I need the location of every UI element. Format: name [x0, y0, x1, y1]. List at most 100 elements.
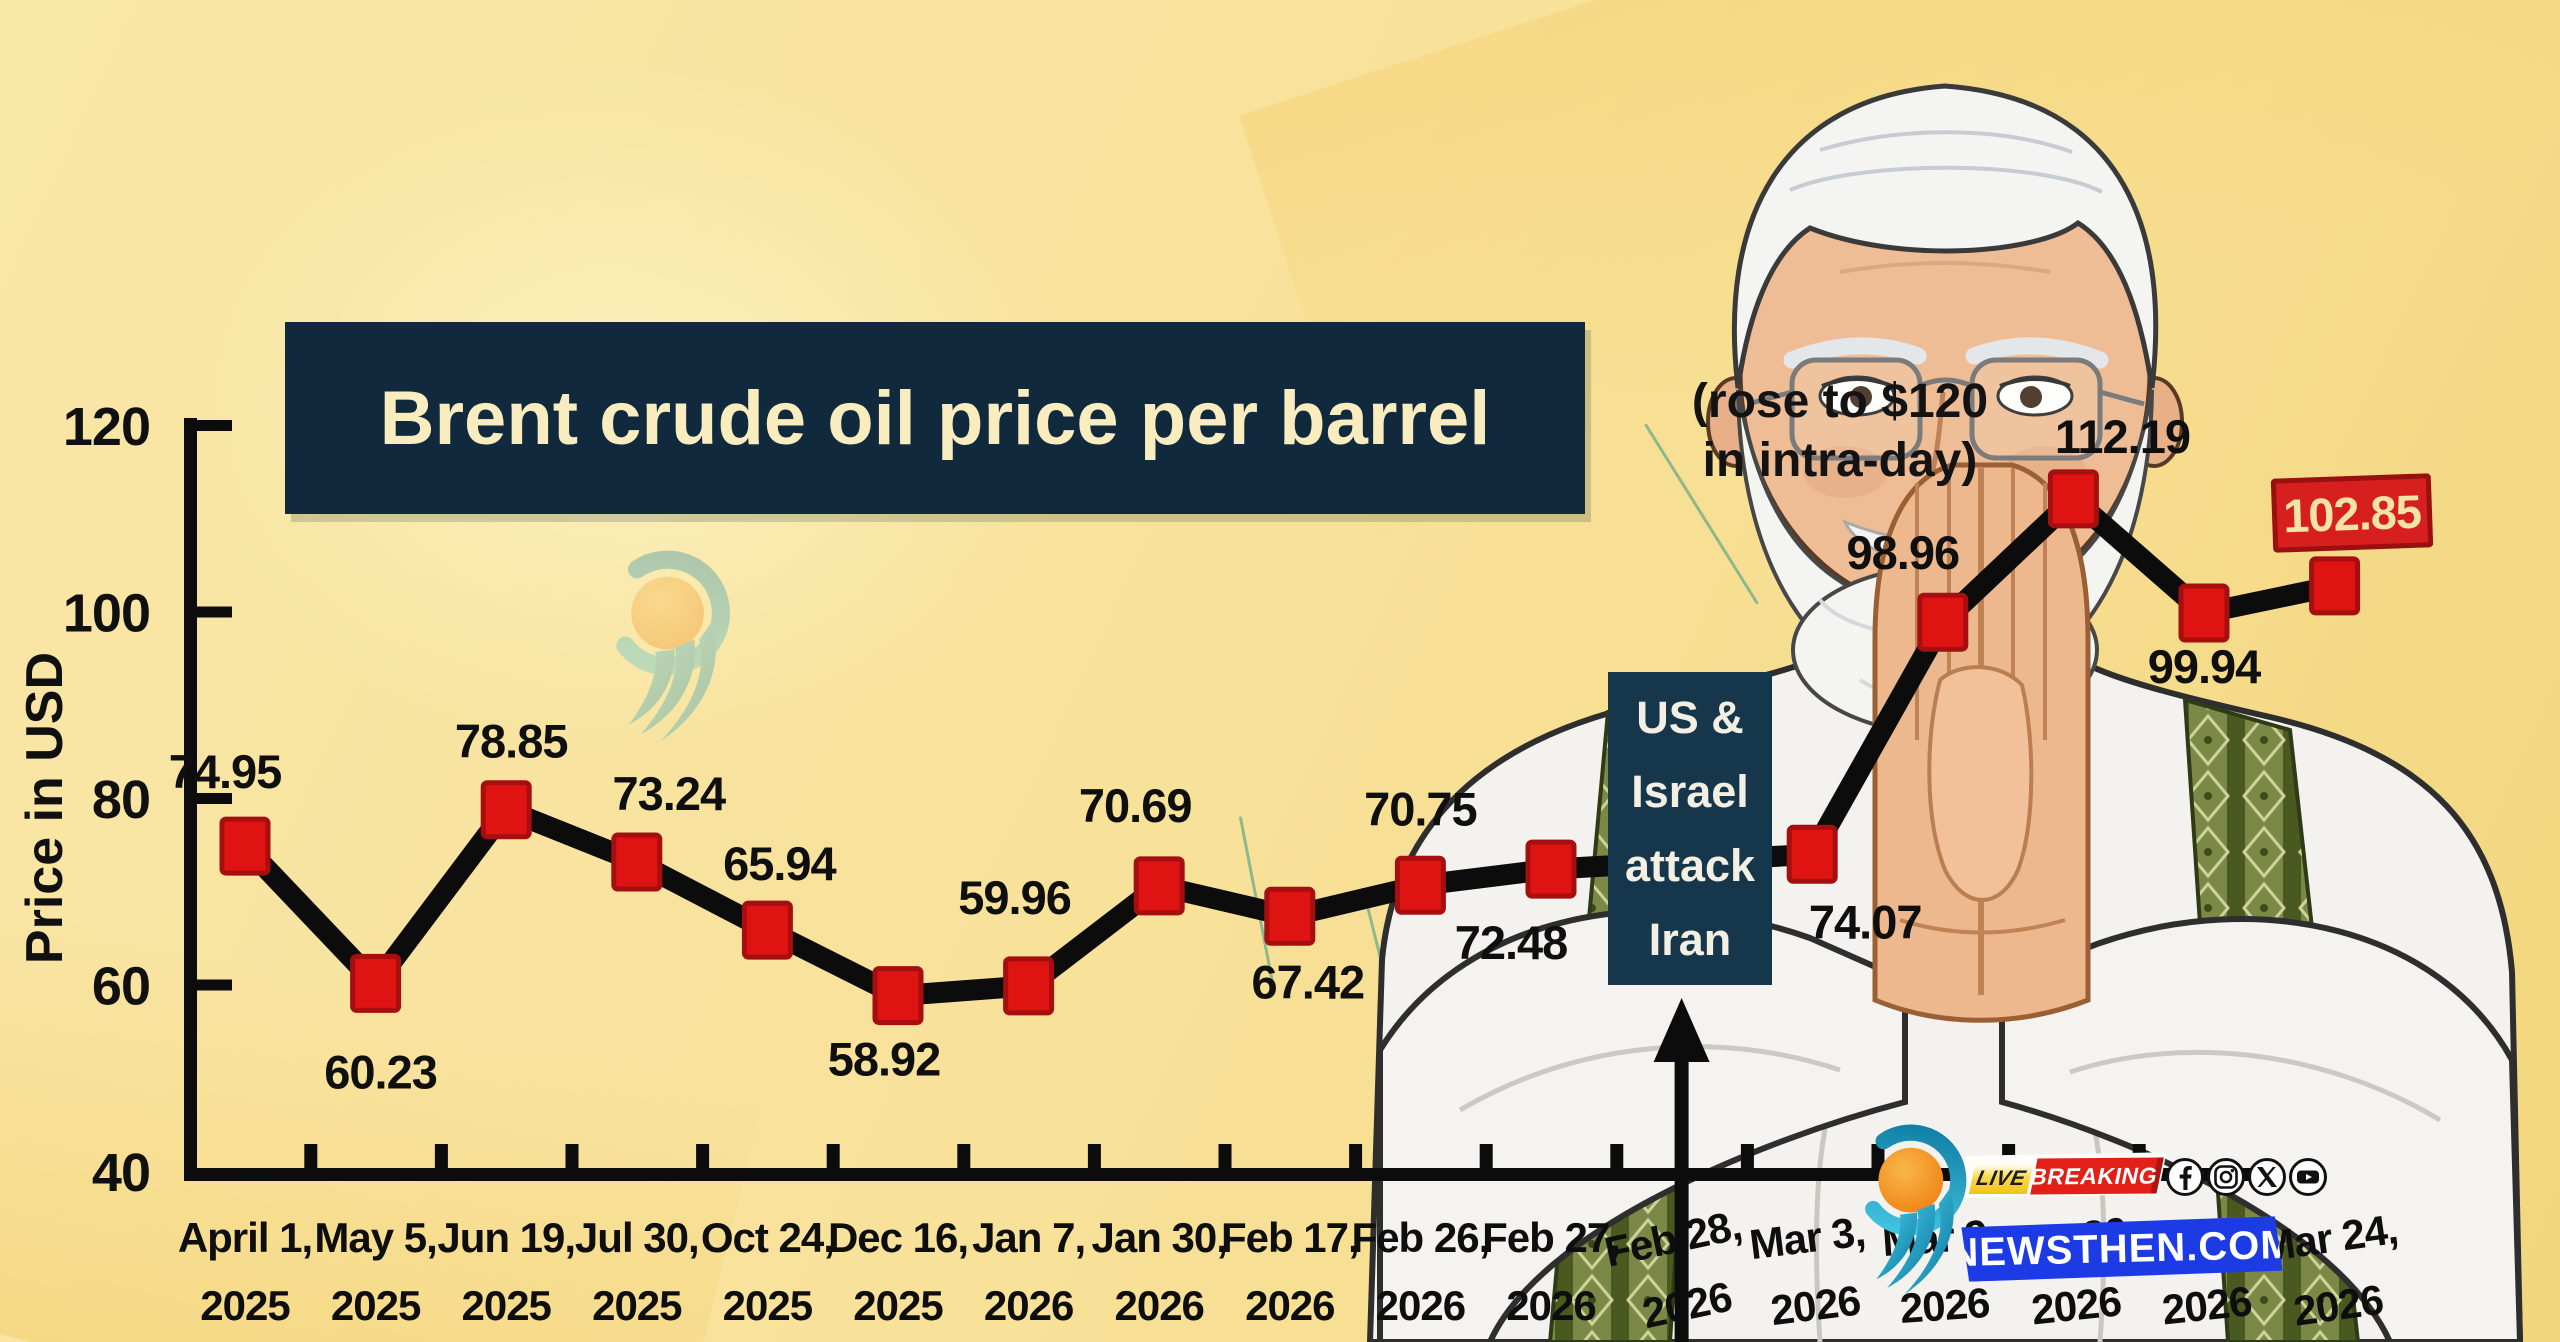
x-axis-tick	[1087, 1144, 1101, 1170]
data-point-marker	[480, 780, 532, 840]
data-point-value-label: 74.95	[169, 745, 282, 798]
data-point-value-label: 70.75	[1364, 782, 1477, 835]
event-line: Iran	[1648, 913, 1732, 965]
date-line2: 2025	[853, 1282, 943, 1329]
site-banner: NEWSTHEN.COM	[1961, 1216, 2282, 1282]
data-point-value-label: 70.69	[1079, 779, 1192, 832]
date-line1: May 5,	[314, 1214, 436, 1261]
date-line2: 2026	[1506, 1282, 1595, 1329]
y-axis-tick-label: 100	[63, 584, 150, 644]
data-point-value-label: 99.94	[2148, 640, 2261, 693]
y-axis-tick-label: 80	[92, 770, 150, 830]
data-point-value-label: 67.42	[1251, 955, 1364, 1008]
x-axis-date-label: Jul 30, 2025	[575, 1214, 700, 1329]
data-point-value-label: 58.92	[828, 1033, 941, 1086]
y-axis-line	[184, 418, 197, 1181]
chart-title-box: Brent crude oil price per barrel	[285, 322, 1585, 514]
data-point-value-label: 98.96	[1846, 526, 1959, 579]
x-axis-tick	[1218, 1144, 1232, 1170]
date-line2: 2026	[2029, 1277, 2123, 1333]
youtube-icon	[2289, 1158, 2327, 1196]
date-line2: 2025	[331, 1282, 421, 1329]
data-point-marker	[1525, 839, 1577, 899]
date-line2: 2026	[1898, 1279, 1990, 1332]
intraday-annotation-line1: (rose to $120	[1691, 375, 1989, 428]
date-line2: 2026	[1768, 1277, 1862, 1335]
data-point-value-label: 74.07	[1809, 895, 1922, 948]
data-point-marker	[1264, 886, 1316, 946]
x-axis-tick	[565, 1144, 579, 1170]
instagram-icon	[2207, 1158, 2245, 1196]
date-line2: 2025	[461, 1282, 551, 1329]
data-point-marker	[1786, 824, 1838, 884]
date-line1: Jul 30,	[575, 1214, 699, 1261]
data-point-marker	[2047, 469, 2099, 529]
newsthen-bird-logo-icon	[1848, 1124, 1978, 1302]
date-line2: 2026	[1376, 1282, 1465, 1329]
breaking-label: BREAKING	[2028, 1161, 2161, 1190]
data-point-value-label: 60.23	[324, 1045, 437, 1098]
x-axis-date-label: May 5, 2025	[314, 1214, 437, 1329]
chart-title: Brent crude oil price per barrel	[379, 375, 1491, 461]
x-axis-date-label: April 1, 2025	[178, 1214, 313, 1329]
event-callout-box: US & Israel attack Iran	[1608, 672, 1772, 985]
data-point-marker	[1133, 856, 1185, 916]
y-axis-title: Price in USD	[16, 651, 74, 965]
date-line1: Jun 19,	[437, 1214, 575, 1261]
live-label: LIVE	[1974, 1167, 2028, 1190]
date-line1: Oct 24,	[701, 1214, 834, 1261]
data-point-marker	[2309, 556, 2361, 616]
date-line1: Jan 7,	[972, 1214, 1085, 1261]
live-tag: LIVE	[1968, 1164, 2034, 1194]
x-axis-date-label: Feb 26, 2026	[1352, 1214, 1491, 1329]
y-axis-tick	[190, 793, 232, 804]
x-axis-tick	[1349, 1144, 1363, 1170]
x-icon	[2248, 1158, 2286, 1196]
x-axis-tick	[957, 1144, 971, 1170]
date-line2: 2025	[592, 1282, 682, 1329]
event-line: US &	[1636, 691, 1744, 743]
x-axis-tick	[696, 1144, 710, 1170]
y-axis-tick	[190, 606, 232, 618]
data-point-marker	[872, 966, 924, 1026]
y-axis-tick-label: 120	[63, 397, 150, 457]
date-line1: Feb 28,	[1601, 1201, 1745, 1276]
x-axis-tick	[1479, 1144, 1493, 1170]
data-point-marker	[1394, 855, 1446, 915]
date-line1: Feb 27,	[1482, 1214, 1620, 1261]
x-axis-tick	[1740, 1144, 1754, 1170]
x-axis-tick	[1610, 1144, 1624, 1170]
x-axis-date-label: Jun 19, 2025	[437, 1214, 576, 1329]
data-point-value-label: 65.94	[723, 837, 836, 890]
data-point-marker	[741, 900, 793, 960]
date-line2: 2026	[2160, 1277, 2254, 1333]
data-point-value-label: 59.96	[958, 871, 1071, 924]
x-axis-date-label: Mar 24,2026	[2257, 1205, 2400, 1335]
date-line1: Feb 26,	[1352, 1214, 1490, 1261]
x-axis-line	[184, 1168, 2252, 1181]
data-point-marker	[219, 816, 271, 876]
data-point-marker	[2178, 583, 2230, 643]
intraday-annotation: (rose to $120 in intra-day)	[1640, 372, 2040, 490]
date-line1: Jan 30,	[1091, 1214, 1226, 1261]
data-point-marker	[1917, 592, 1969, 652]
site-label: NEWSTHEN.COM	[1948, 1222, 2296, 1275]
date-line2: 2025	[723, 1282, 813, 1329]
data-point-marker	[350, 953, 402, 1013]
y-axis-tick	[190, 420, 232, 431]
date-line2: 2026	[1114, 1282, 1203, 1329]
social-icons-row	[2166, 1158, 2327, 1196]
event-line: attack	[1624, 839, 1756, 891]
date-line1: Feb 17,	[1221, 1214, 1359, 1261]
x-axis-date-label: Jan 30, 2026	[1091, 1214, 1227, 1329]
latest-price-value: 102.85	[2282, 484, 2422, 542]
x-axis-date-label: Jan 7, 2026	[972, 1214, 1086, 1329]
data-point-value-label: 112.19	[2055, 410, 2190, 463]
x-axis-date-label: Oct 24, 2025	[701, 1214, 835, 1329]
event-arrow-shaft	[1674, 1058, 1689, 1342]
x-axis-date-label: Feb 17, 2026	[1221, 1214, 1360, 1329]
data-point-value-label: 72.48	[1455, 916, 1568, 969]
latest-price-badge: 102.85	[2270, 473, 2434, 553]
